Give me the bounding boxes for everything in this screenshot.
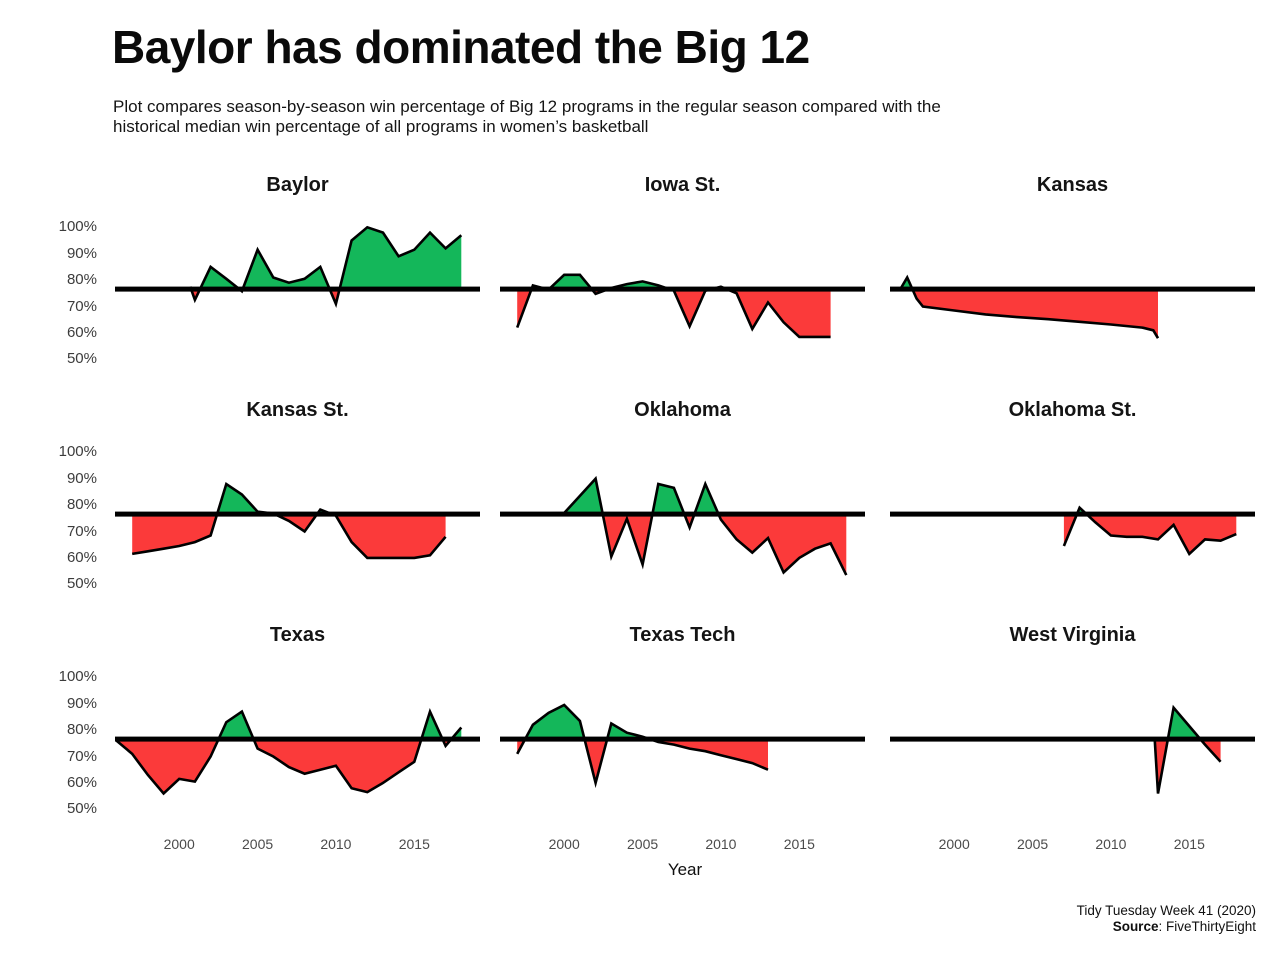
y-tick-label: 80% — [66, 721, 97, 739]
area-below-median — [509, 514, 847, 576]
panel-chart-kansas — [890, 274, 1255, 339]
x-tick-label: 2000 — [163, 836, 195, 852]
x-tick-label: 2005 — [242, 836, 274, 852]
win-pct-line — [899, 274, 1160, 339]
x-tick-label: 2015 — [783, 836, 815, 852]
panel-title-kansas: Kansas — [1036, 174, 1109, 196]
win-pct-line — [1062, 505, 1237, 556]
area-below-median — [517, 289, 831, 337]
median-line — [115, 511, 480, 517]
caption-line-1: Tidy Tuesday Week 41 (2020) — [1076, 903, 1256, 918]
x-axis-title: Year — [667, 860, 703, 879]
y-tick-label: 80% — [66, 496, 97, 514]
chart-subtitle: Plot compares season-by-season win perce… — [113, 97, 1233, 137]
y-tick-label: 100% — [58, 443, 97, 461]
panel-title-west-virginia: West Virginia — [1009, 624, 1136, 646]
y-tick-label: 70% — [66, 747, 97, 765]
median-line — [500, 286, 865, 292]
y-tick-label: 90% — [66, 244, 97, 262]
y-tick-label: 60% — [66, 548, 97, 566]
win-pct-line — [131, 481, 447, 560]
panel-chart-iowa-st — [500, 273, 865, 339]
median-line — [500, 736, 865, 742]
win-pct-line — [516, 703, 769, 789]
median-line — [115, 736, 480, 742]
y-tick-label: 60% — [66, 773, 97, 791]
area-below-median — [1154, 739, 1221, 794]
y-tick-label: 60% — [66, 323, 97, 341]
y-tick-label: 80% — [66, 271, 97, 289]
y-tick-label: 70% — [66, 522, 97, 540]
chart-subtitle-line-2: historical median win percentage of all … — [113, 117, 649, 136]
panel-chart-west-virginia — [890, 704, 1255, 794]
median-line — [890, 736, 1255, 742]
median-line — [890, 286, 1255, 292]
median-line — [115, 286, 480, 292]
panel-chart-oklahoma-st — [890, 505, 1255, 556]
y-tick-label: 50% — [66, 350, 97, 368]
area-above-median — [217, 484, 332, 515]
y-tick-label: 100% — [58, 668, 97, 686]
x-tick-label: 2010 — [705, 836, 737, 852]
chart-title: Baylor has dominated the Big 12 — [112, 21, 810, 73]
caption-line-2: Source: FiveThirtyEight — [1077, 919, 1256, 935]
area-below-median — [116, 739, 462, 794]
panel-title-texas: Texas — [269, 624, 326, 646]
x-tick-label: 2010 — [1095, 836, 1127, 852]
area-above-median — [901, 277, 913, 290]
win-pct-line — [115, 707, 463, 796]
panel-chart-baylor — [115, 225, 480, 309]
panel-title-texas-tech: Texas Tech — [629, 624, 736, 646]
x-tick-label: 2005 — [1017, 836, 1049, 852]
y-tick-label: 90% — [66, 694, 97, 712]
area-above-median — [531, 274, 727, 290]
caption-source-label: Source — [1112, 919, 1159, 934]
area-below-median — [901, 289, 1158, 339]
panel-title-iowa-st: Iowa St. — [644, 174, 721, 196]
caption: Tidy Tuesday Week 41 (2020) Source: Five… — [1077, 903, 1256, 935]
x-tick-label: 2000 — [548, 836, 580, 852]
panel-title-baylor: Baylor — [266, 174, 329, 196]
panel-chart-texas — [115, 707, 480, 796]
x-tick-label: 2015 — [398, 836, 430, 852]
panel-title-kansas-st: Kansas St. — [246, 399, 349, 421]
x-tick-label: 2010 — [320, 836, 352, 852]
x-tick-label: 2015 — [1173, 836, 1205, 852]
area-above-median — [525, 705, 650, 740]
win-pct-line — [515, 273, 831, 339]
caption-source-value: : FiveThirtyEight — [1158, 919, 1256, 934]
win-pct-line — [188, 225, 463, 309]
y-tick-label: 70% — [66, 297, 97, 315]
x-tick-label: 2005 — [627, 836, 659, 852]
y-tick-label: 100% — [58, 218, 97, 236]
y-tick-label: 50% — [66, 800, 97, 818]
median-line — [890, 511, 1255, 517]
area-below-median — [1063, 514, 1237, 554]
win-pct-line — [509, 475, 848, 576]
y-tick-label: 50% — [66, 575, 97, 593]
x-tick-label: 2000 — [938, 836, 970, 852]
panel-chart-oklahoma — [500, 475, 865, 576]
area-above-median — [190, 227, 462, 290]
panel-chart-kansas-st — [115, 481, 480, 560]
chart-subtitle-line-1: Plot compares season-by-season win perce… — [113, 97, 941, 116]
win-pct-line — [1153, 704, 1222, 794]
area-below-median — [132, 514, 446, 558]
area-above-median — [509, 478, 719, 515]
y-tick-label: 90% — [66, 469, 97, 487]
panel-title-oklahoma-st: Oklahoma St. — [1008, 399, 1137, 421]
panel-title-oklahoma: Oklahoma — [634, 399, 731, 421]
median-line — [500, 511, 865, 517]
panel-chart-texas-tech — [500, 703, 865, 789]
